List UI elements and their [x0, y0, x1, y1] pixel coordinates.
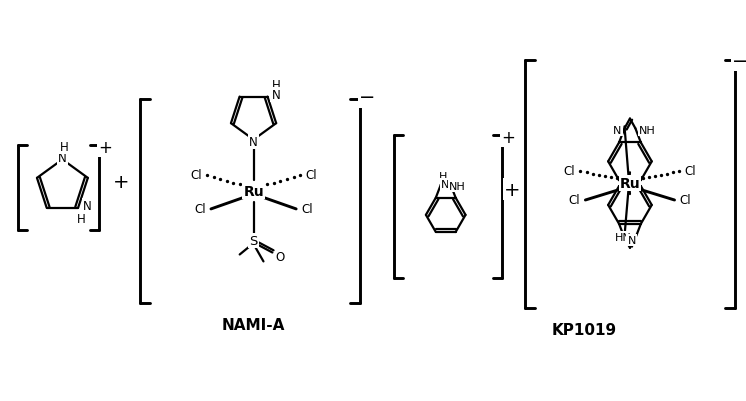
Text: N: N: [442, 179, 450, 189]
Text: Cl: Cl: [568, 194, 580, 207]
Text: +: +: [504, 180, 520, 199]
Text: NH: NH: [639, 126, 656, 136]
Text: N: N: [83, 200, 92, 213]
Text: Cl: Cl: [301, 203, 313, 216]
Text: +: +: [98, 138, 112, 156]
Text: H: H: [77, 213, 86, 226]
Text: Cl: Cl: [680, 194, 691, 207]
Text: +: +: [113, 172, 129, 191]
Text: N: N: [272, 89, 280, 102]
Text: HN: HN: [615, 233, 631, 242]
Text: Cl: Cl: [195, 203, 206, 216]
Text: Ru: Ru: [620, 177, 640, 191]
Text: Cl: Cl: [190, 168, 202, 181]
Text: Ru: Ru: [243, 184, 264, 198]
Text: Cl: Cl: [684, 164, 696, 177]
Text: N: N: [249, 136, 258, 149]
Text: N: N: [627, 235, 636, 245]
Text: +: +: [501, 128, 515, 146]
Text: −: −: [360, 88, 376, 107]
Text: O: O: [276, 250, 285, 263]
Text: S: S: [249, 235, 258, 247]
Text: H: H: [60, 141, 69, 154]
Text: −: −: [732, 52, 746, 71]
Text: N: N: [613, 126, 621, 136]
Text: H: H: [272, 79, 280, 92]
Text: Cl: Cl: [305, 168, 317, 181]
Text: H: H: [439, 172, 448, 182]
Text: Cl: Cl: [564, 164, 575, 177]
Text: NAMI-A: NAMI-A: [222, 317, 285, 332]
Text: NH: NH: [448, 181, 466, 191]
Text: N: N: [58, 152, 67, 164]
Text: KP1019: KP1019: [552, 322, 617, 337]
